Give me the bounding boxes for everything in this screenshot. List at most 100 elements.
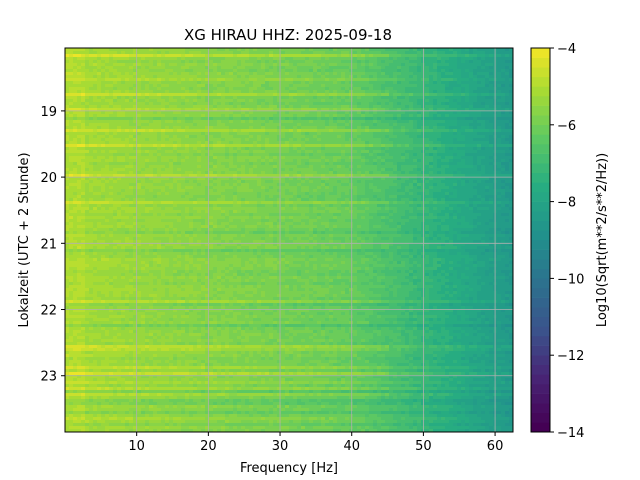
heatmap-cell [165, 177, 170, 181]
heatmap-cell [445, 96, 450, 100]
heatmap-cell [245, 81, 250, 85]
heatmap-cell [369, 162, 374, 166]
heatmap-cell [161, 138, 166, 142]
heatmap-cell [97, 117, 102, 121]
heatmap-cell [485, 129, 490, 133]
heatmap-cell [301, 150, 306, 154]
heatmap-cell [413, 84, 418, 88]
heatmap-cell [389, 108, 394, 112]
heatmap-cell [509, 60, 514, 64]
heatmap-cell [481, 72, 486, 76]
heatmap-cell [169, 126, 174, 130]
heatmap-cell [281, 138, 286, 142]
heatmap-cell [157, 105, 162, 109]
heatmap-cell [365, 81, 370, 85]
heatmap-cell [465, 81, 470, 85]
heatmap-cell [509, 165, 514, 169]
heatmap-cell [501, 126, 506, 130]
heatmap-cell [305, 147, 310, 151]
heatmap-cell [125, 117, 130, 121]
heatmap-cell [465, 144, 470, 148]
heatmap-cell [249, 60, 254, 64]
heatmap-cell [453, 69, 458, 73]
heatmap-cell [193, 171, 198, 175]
heatmap-cell [389, 51, 394, 55]
heatmap-cell [225, 69, 230, 73]
heatmap-cell [369, 132, 374, 136]
heatmap-cell [417, 93, 422, 97]
heatmap-cell [429, 78, 434, 82]
heatmap-cell [417, 66, 422, 70]
heatmap-cell [113, 60, 118, 64]
heatmap-cell [105, 123, 110, 127]
heatmap-cell [277, 72, 282, 76]
heatmap-cell [145, 75, 150, 79]
heatmap-cell [133, 117, 138, 121]
heatmap-cell [473, 93, 478, 97]
heatmap-cell [369, 99, 374, 103]
heatmap-cell [101, 135, 106, 139]
heatmap-cell [141, 141, 146, 145]
heatmap-cell [209, 135, 214, 139]
heatmap-cell [337, 66, 342, 70]
heatmap-cell [293, 87, 298, 91]
heatmap-cell [217, 123, 222, 127]
heatmap-cell [209, 78, 214, 82]
heatmap-cell [141, 102, 146, 106]
heatmap-cell [185, 87, 190, 91]
heatmap-cell [189, 99, 194, 103]
heatmap-cell [333, 63, 338, 67]
heatmap-cell [205, 117, 210, 121]
heatmap-cell [321, 81, 326, 85]
heatmap-cell [157, 129, 162, 133]
heatmap-cell [273, 51, 278, 55]
heatmap-cell [409, 135, 414, 139]
heatmap-cell [205, 66, 210, 70]
heatmap-cell [433, 69, 438, 73]
heatmap-cell [209, 174, 214, 178]
heatmap-cell [93, 153, 98, 157]
heatmap-cell [413, 162, 418, 166]
heatmap-cell [433, 171, 438, 175]
heatmap-cell [117, 141, 122, 145]
heatmap-cell [141, 129, 146, 133]
heatmap-cell [317, 165, 322, 169]
heatmap-cell [301, 156, 306, 160]
heatmap-cell [181, 57, 186, 61]
heatmap-cell [297, 177, 302, 181]
heatmap-cell [137, 63, 142, 67]
heatmap-cell [221, 171, 226, 175]
heatmap-cell [93, 72, 98, 76]
heatmap-cell [181, 168, 186, 172]
heatmap-cell [289, 153, 294, 157]
heatmap-cell [137, 102, 142, 106]
heatmap-cell [209, 66, 214, 70]
heatmap-cell [65, 63, 70, 67]
heatmap-cell [193, 168, 198, 172]
heatmap-cell [289, 165, 294, 169]
heatmap-cell [453, 174, 458, 178]
heatmap-cell [361, 177, 366, 181]
heatmap-cell [129, 87, 134, 91]
heatmap-cell [429, 105, 434, 109]
heatmap-cell [85, 156, 90, 160]
heatmap-cell [301, 51, 306, 55]
heatmap-cell [93, 147, 98, 151]
heatmap-cell [69, 135, 74, 139]
heatmap-cell [405, 159, 410, 163]
heatmap-cell [361, 132, 366, 136]
heatmap-cell [245, 69, 250, 73]
heatmap-cell [353, 156, 358, 160]
heatmap-cell [365, 75, 370, 79]
heatmap-cell [69, 69, 74, 73]
heatmap-cell [509, 144, 514, 148]
heatmap-cell [105, 153, 110, 157]
heatmap-cell [169, 111, 174, 115]
heatmap-cell [401, 117, 406, 121]
heatmap-cell [289, 102, 294, 106]
heatmap-cell [185, 96, 190, 100]
heatmap-cell [433, 87, 438, 91]
heatmap-cell [181, 123, 186, 127]
heatmap-cell [129, 60, 134, 64]
heatmap-cell [105, 174, 110, 178]
